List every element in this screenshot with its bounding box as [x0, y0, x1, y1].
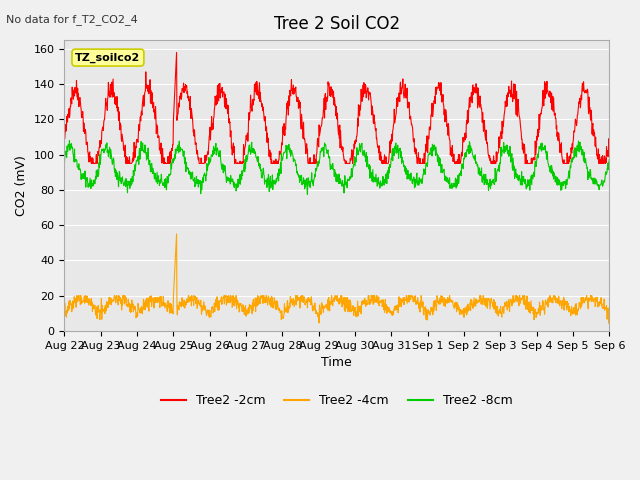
Tree2 -8cm [313, 166, 321, 172]
Tree2 -8cm [598, 177, 605, 183]
Tree2 -4cm [312, 311, 320, 316]
Tree2 -4cm [347, 300, 355, 305]
Tree2 -4cm [173, 231, 180, 237]
Tree2 -2cm [504, 103, 511, 109]
Tree2 -8cm [504, 143, 511, 148]
Tree2 -2cm [88, 161, 95, 167]
Tree2 -4cm [605, 321, 612, 326]
Text: TZ_soilco2: TZ_soilco2 [76, 52, 141, 63]
Tree2 -4cm [503, 299, 511, 304]
Text: No data for f_T2_CO2_4: No data for f_T2_CO2_4 [6, 14, 138, 25]
Tree2 -8cm [303, 192, 311, 197]
Tree2 -8cm [193, 180, 201, 186]
Title: Tree 2 Soil CO2: Tree 2 Soil CO2 [274, 15, 400, 33]
Tree2 -2cm [348, 157, 355, 163]
Tree2 -2cm [605, 143, 613, 149]
Y-axis label: CO2 (mV): CO2 (mV) [15, 155, 28, 216]
Legend: Tree2 -2cm, Tree2 -4cm, Tree2 -8cm: Tree2 -2cm, Tree2 -4cm, Tree2 -8cm [156, 389, 518, 412]
Tree2 -2cm [249, 100, 257, 106]
Tree2 -2cm [313, 151, 321, 156]
Tree2 -2cm [598, 160, 605, 166]
Tree2 -4cm [605, 308, 613, 314]
X-axis label: Time: Time [321, 356, 352, 369]
Line: Tree2 -2cm: Tree2 -2cm [65, 52, 609, 164]
Tree2 -8cm [66, 138, 74, 144]
Tree2 -4cm [598, 303, 605, 309]
Tree2 -8cm [249, 147, 257, 153]
Tree2 -4cm [61, 310, 68, 315]
Tree2 -2cm [61, 135, 68, 141]
Line: Tree2 -8cm: Tree2 -8cm [65, 141, 609, 194]
Tree2 -8cm [61, 161, 68, 167]
Line: Tree2 -4cm: Tree2 -4cm [65, 234, 609, 324]
Tree2 -4cm [249, 300, 257, 305]
Tree2 -2cm [193, 147, 201, 153]
Tree2 -8cm [348, 172, 355, 178]
Tree2 -4cm [193, 295, 201, 300]
Tree2 -8cm [605, 156, 613, 162]
Tree2 -2cm [173, 49, 180, 55]
